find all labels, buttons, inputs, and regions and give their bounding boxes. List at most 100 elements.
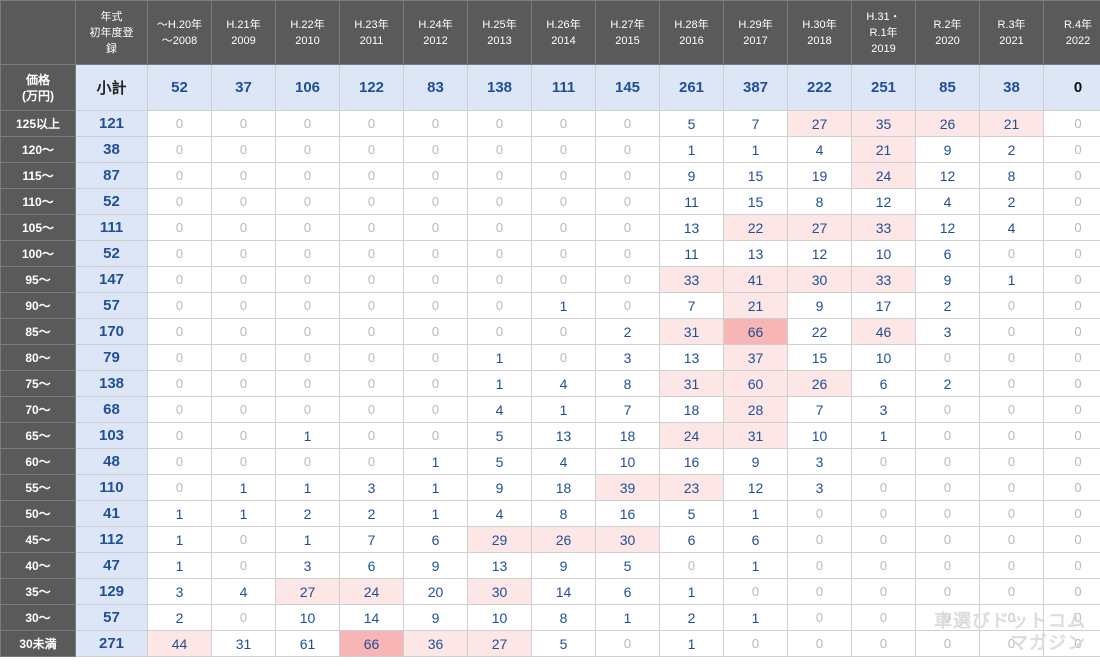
table-row: 35～ 129 3 4 27 24 20 30 14 6 1 0 0 0 0 0 0 <box>0 578 1100 605</box>
count-cell: 0 <box>1043 110 1100 137</box>
count-cell: 10 <box>787 422 852 449</box>
count-cell: 3 <box>339 474 404 501</box>
count-cell: 61 <box>275 630 340 657</box>
count-cell: 0 <box>275 214 340 241</box>
count-cell: 1 <box>595 604 660 631</box>
count-cell: 5 <box>531 630 596 657</box>
year-subtotal-cell: 387 <box>723 64 788 111</box>
count-cell: 0 <box>915 396 980 423</box>
count-cell: 0 <box>467 240 532 267</box>
count-cell: 0 <box>403 292 468 319</box>
count-cell: 0 <box>851 578 916 605</box>
year-column-header-line: H.30年 <box>802 18 837 31</box>
table-row: 40～ 47 1 0 3 6 9 13 9 5 0 1 0 0 0 0 0 <box>0 552 1100 579</box>
count-cell: 0 <box>1043 214 1100 241</box>
year-column-header-line: R.4年 <box>1063 18 1093 31</box>
count-cell: 9 <box>403 604 468 631</box>
count-cell: 3 <box>787 474 852 501</box>
count-cell: 0 <box>275 318 340 345</box>
table-row: 85～ 170 0 0 0 0 0 0 0 2 31 66 22 46 3 0 0 <box>0 318 1100 345</box>
table-row: 125以上 121 0 0 0 0 0 0 0 0 5 7 27 35 26 21 0 <box>0 110 1100 137</box>
count-cell: 9 <box>723 448 788 475</box>
registration-year-label-line: 年式 <box>100 10 123 23</box>
year-column-header: H.24年 2012 <box>403 0 468 65</box>
price-range-label: 110～ <box>0 188 76 215</box>
count-cell: 0 <box>403 422 468 449</box>
count-cell: 0 <box>275 344 340 371</box>
count-cell: 12 <box>723 474 788 501</box>
count-cell: 0 <box>851 630 916 657</box>
count-cell: 0 <box>1043 396 1100 423</box>
table-row: 95～ 147 0 0 0 0 0 0 0 0 33 41 30 33 9 1 0 <box>0 266 1100 293</box>
count-cell: 0 <box>851 604 916 631</box>
year-subtotal-cell: 251 <box>851 64 916 111</box>
count-cell: 0 <box>339 422 404 449</box>
count-cell: 0 <box>979 448 1044 475</box>
table-row: 75～ 138 0 0 0 0 0 1 4 8 31 60 26 6 2 0 0 <box>0 370 1100 397</box>
count-cell: 0 <box>531 318 596 345</box>
count-cell: 15 <box>787 344 852 371</box>
year-column-header-line: H.24年 <box>418 18 453 31</box>
row-total-cell: 87 <box>75 162 148 189</box>
count-cell: 9 <box>403 552 468 579</box>
count-cell: 2 <box>979 136 1044 163</box>
count-cell: 1 <box>723 604 788 631</box>
count-cell: 9 <box>915 266 980 293</box>
year-column-header: H.29年 2017 <box>723 0 788 65</box>
count-cell: 0 <box>339 214 404 241</box>
count-cell: 31 <box>659 370 724 397</box>
subtotal-row: 価格 (万円) 小計 52 37 106 122 83 138 111 145 261 387 22… <box>0 64 1100 111</box>
count-cell: 44 <box>147 630 212 657</box>
price-range-label: 90～ <box>0 292 76 319</box>
count-cell: 0 <box>403 266 468 293</box>
count-cell: 4 <box>211 578 276 605</box>
count-cell: 18 <box>531 474 596 501</box>
year-column-header: H.31・ R.1年 2019 <box>851 0 916 65</box>
price-range-label: 30～ <box>0 604 76 631</box>
count-cell: 9 <box>467 474 532 501</box>
count-cell: 0 <box>147 344 212 371</box>
count-cell: 0 <box>1043 630 1100 657</box>
row-total-cell: 57 <box>75 292 148 319</box>
row-total-cell: 111 <box>75 214 148 241</box>
count-cell: 0 <box>723 630 788 657</box>
row-total-cell: 52 <box>75 240 148 267</box>
year-column-header: H.21年 2009 <box>211 0 276 65</box>
count-cell: 0 <box>1043 552 1100 579</box>
year-column-header-line: H.28年 <box>674 18 709 31</box>
registration-year-label-line: 初年度登 <box>89 26 134 39</box>
count-cell: 22 <box>787 318 852 345</box>
row-total-cell: 47 <box>75 552 148 579</box>
table-row: 45～ 112 1 0 1 7 6 29 26 30 6 6 0 0 0 0 0 <box>0 526 1100 553</box>
count-cell: 26 <box>787 370 852 397</box>
count-cell: 21 <box>851 136 916 163</box>
year-subtotal-cell: 52 <box>147 64 212 111</box>
price-range-label: 85～ <box>0 318 76 345</box>
count-cell: 1 <box>403 448 468 475</box>
count-cell: 24 <box>339 578 404 605</box>
count-cell: 10 <box>467 604 532 631</box>
year-column-header-line: R.2年 <box>933 18 962 31</box>
price-range-label: 45～ <box>0 526 76 553</box>
count-cell: 15 <box>723 188 788 215</box>
count-cell: 1 <box>723 552 788 579</box>
count-cell: 0 <box>531 344 596 371</box>
count-cell: 0 <box>211 214 276 241</box>
count-cell: 0 <box>1043 344 1100 371</box>
table-row: 105～ 111 0 0 0 0 0 0 0 0 13 22 27 33 12 4 0 <box>0 214 1100 241</box>
table-row: 120～ 38 0 0 0 0 0 0 0 0 1 1 4 21 9 2 0 <box>0 136 1100 163</box>
count-cell: 0 <box>915 422 980 449</box>
count-cell: 0 <box>403 344 468 371</box>
count-cell: 0 <box>403 318 468 345</box>
count-cell: 0 <box>403 214 468 241</box>
price-range-label: 35～ <box>0 578 76 605</box>
year-subtotal-cell: 111 <box>531 64 596 111</box>
count-cell: 0 <box>211 604 276 631</box>
table-row: 55～ 110 0 1 1 3 1 9 18 39 23 12 3 0 0 0 0 <box>0 474 1100 501</box>
count-cell: 9 <box>787 292 852 319</box>
count-cell: 16 <box>595 500 660 527</box>
price-range-label: 120～ <box>0 136 76 163</box>
count-cell: 0 <box>147 110 212 137</box>
count-cell: 0 <box>979 422 1044 449</box>
count-cell: 12 <box>851 188 916 215</box>
